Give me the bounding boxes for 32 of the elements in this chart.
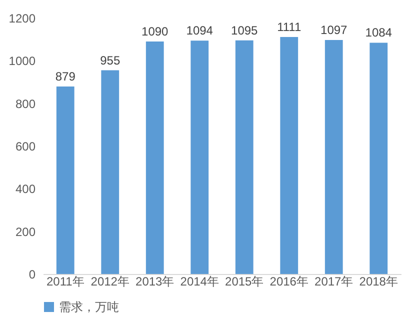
bar: [235, 40, 254, 274]
y-tick-label: 1200: [8, 12, 36, 26]
x-tick-label: 2016年: [270, 274, 308, 288]
y-tick-label: 200: [15, 224, 36, 239]
x-tick-label: 2018年: [359, 274, 398, 288]
y-tick-label: 400: [15, 182, 36, 196]
x-tick-label: 2015年: [225, 274, 264, 288]
data-label: 1090: [142, 24, 169, 38]
y-tick-label: 0: [28, 268, 36, 282]
bar: [190, 40, 209, 274]
bar: [324, 40, 343, 274]
bar: [280, 36, 298, 274]
bar: [56, 86, 74, 274]
x-tick-label: 2012年: [90, 274, 130, 288]
data-label: 955: [100, 53, 120, 68]
y-tick-label: 1000: [8, 54, 36, 68]
y-tick-label: 600: [15, 140, 36, 154]
x-tick-label: 2011年: [46, 274, 84, 288]
x-tick-label: 2013年: [136, 274, 174, 288]
legend-label: 需求，万吨: [59, 300, 119, 314]
y-tick-label: 800: [15, 96, 36, 111]
data-label: 1097: [320, 22, 348, 37]
data-label: 1095: [231, 23, 258, 38]
x-tick-label: 2017年: [314, 274, 354, 288]
data-label: 1094: [186, 24, 214, 38]
bar: [101, 70, 120, 274]
bar: [146, 41, 164, 274]
data-label: 1111: [277, 20, 302, 34]
data-label: 1084: [365, 26, 392, 40]
x-tick-label: 2014年: [180, 274, 219, 288]
data-label: 879: [55, 69, 76, 84]
bar: [370, 42, 388, 274]
